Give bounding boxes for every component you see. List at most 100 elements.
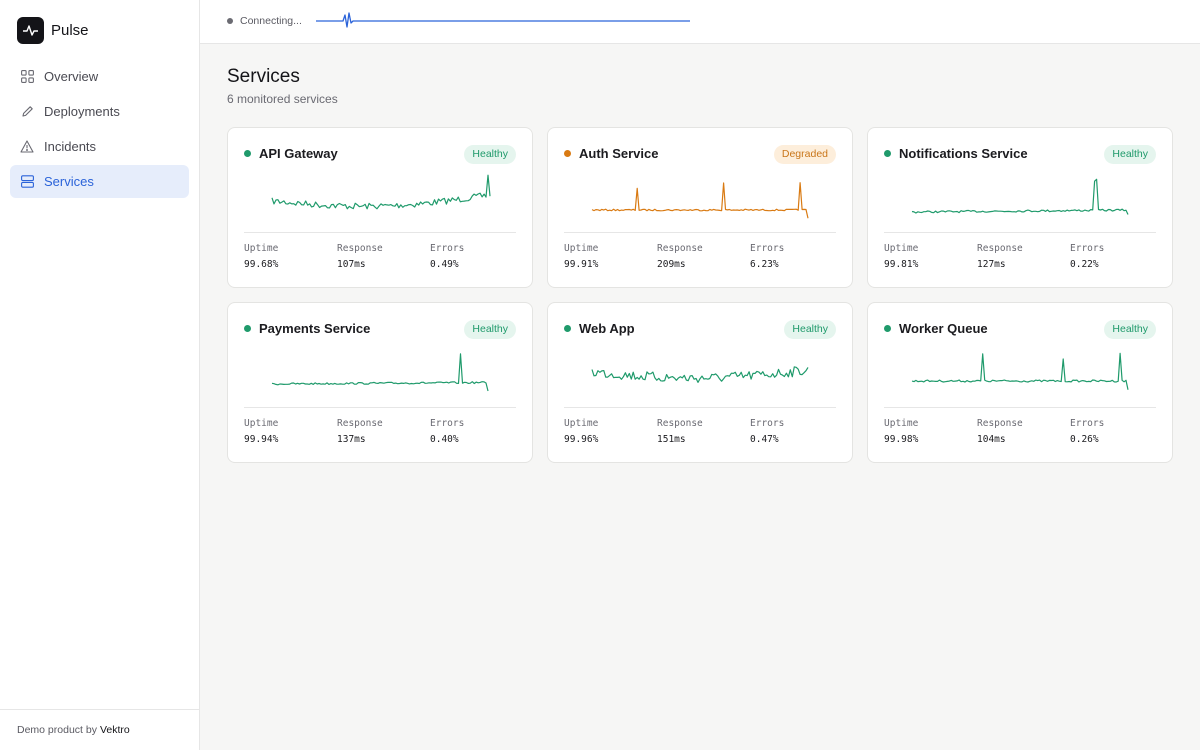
metric-label: Uptime — [564, 418, 599, 429]
metric-value-uptime: 99.98% — [884, 434, 919, 445]
response-sparkline — [911, 352, 1129, 390]
metric-label: Uptime — [884, 243, 919, 254]
page-title: Services — [227, 66, 300, 87]
metric-label: Response — [977, 418, 1023, 429]
pulse-logo-icon — [17, 17, 44, 44]
metric-value-uptime: 99.68% — [244, 259, 279, 270]
sidebar-item-overview[interactable]: Overview — [10, 60, 189, 93]
sidebar-footer: Demo product by Vektro — [0, 709, 199, 750]
card-divider — [564, 232, 836, 233]
metric-uptime: Uptime 99.94% — [244, 418, 278, 445]
card-header: API Gateway — [244, 146, 338, 161]
connection-dot-icon — [227, 18, 233, 24]
metric-value-response: 209ms — [657, 259, 686, 270]
sidebar-item-incidents[interactable]: Incidents — [10, 130, 189, 163]
service-card-worker-queue[interactable]: Worker Queue Healthy Uptime 99.98% Response 1… — [867, 302, 1173, 463]
connection-status-text: Connecting... — [240, 15, 302, 27]
metric-label: Errors — [1070, 243, 1105, 254]
card-divider — [244, 407, 516, 408]
metric-value-response: 107ms — [337, 259, 366, 270]
metric-value-uptime: 99.81% — [884, 259, 919, 270]
metric-errors: Errors 0.22% — [1070, 243, 1104, 270]
service-name: Auth Service — [579, 146, 659, 161]
metric-errors: Errors 0.49% — [430, 243, 464, 270]
response-sparkline — [591, 182, 809, 219]
metric-label: Errors — [430, 418, 465, 429]
card-header: Worker Queue — [884, 321, 988, 336]
metric-uptime: Uptime 99.91% — [564, 243, 598, 270]
metric-label: Uptime — [564, 243, 599, 254]
service-card-payments-service[interactable]: Payments Service Healthy Uptime 99.94% Respo… — [227, 302, 533, 463]
response-sparkline — [911, 178, 1129, 215]
metric-uptime: Uptime 99.68% — [244, 243, 278, 270]
service-name: Payments Service — [259, 321, 371, 336]
response-sparkline — [271, 353, 489, 392]
metric-label: Uptime — [244, 418, 279, 429]
footer-text: Demo product by — [17, 724, 97, 736]
metric-label: Errors — [430, 243, 465, 254]
metric-uptime: Uptime 99.98% — [884, 418, 918, 445]
service-name: Notifications Service — [899, 146, 1028, 161]
card-header: Auth Service — [564, 146, 658, 161]
metric-value-errors: 0.40% — [430, 434, 459, 445]
metric-errors: Errors 0.40% — [430, 418, 464, 445]
service-card-auth-service[interactable]: Auth Service Degraded Uptime 99.91% Response… — [547, 127, 853, 288]
service-name: API Gateway — [259, 146, 338, 161]
metric-value-errors: 6.23% — [750, 259, 779, 270]
service-name: Worker Queue — [899, 321, 988, 336]
metric-response: Response 104ms — [977, 418, 1023, 445]
card-divider — [884, 232, 1156, 233]
topbar: Connecting... — [200, 0, 1200, 44]
metric-value-response: 104ms — [977, 434, 1006, 445]
metric-label: Response — [657, 243, 703, 254]
metric-label: Uptime — [884, 418, 919, 429]
app-name: Pulse — [51, 22, 89, 39]
status-badge: Healthy — [784, 320, 836, 339]
metric-value-uptime: 99.91% — [564, 259, 599, 270]
sidebar-item-label: Incidents — [44, 139, 97, 154]
sidebar: Pulse Overview Deployments Incidents Ser… — [0, 0, 200, 750]
response-sparkline — [271, 174, 491, 210]
metric-label: Response — [657, 418, 703, 429]
service-card-api-gateway[interactable]: API Gateway Healthy Uptime 99.68% Response 10… — [227, 127, 533, 288]
card-divider — [564, 407, 836, 408]
card-header: Notifications Service — [884, 146, 1028, 161]
metric-label: Response — [977, 243, 1023, 254]
metric-label: Response — [337, 243, 383, 254]
metric-label: Response — [337, 418, 383, 429]
status-badge: Healthy — [464, 145, 516, 164]
metric-value-errors: 0.26% — [1070, 434, 1099, 445]
metric-errors: Errors 0.26% — [1070, 418, 1104, 445]
metric-value-response: 151ms — [657, 434, 686, 445]
status-dot-icon — [244, 325, 251, 332]
sidebar-item-label: Services — [44, 174, 94, 189]
service-card-web-app[interactable]: Web App Healthy Uptime 99.96% Response 151ms E… — [547, 302, 853, 463]
warning-icon — [20, 140, 34, 154]
metric-label: Errors — [750, 418, 785, 429]
status-dot-icon — [564, 325, 571, 332]
sidebar-item-deployments[interactable]: Deployments — [10, 95, 189, 128]
sidebar-item-services[interactable]: Services — [10, 165, 189, 198]
server-icon — [20, 175, 34, 189]
service-name: Web App — [579, 321, 635, 336]
metric-value-uptime: 99.96% — [564, 434, 599, 445]
brand[interactable]: Pulse — [17, 17, 89, 44]
metric-label: Errors — [750, 243, 785, 254]
connection-status: Connecting... — [227, 15, 302, 27]
metric-value-errors: 0.22% — [1070, 259, 1099, 270]
metric-response: Response 127ms — [977, 243, 1023, 270]
footer-brand-link[interactable]: Vektro — [99, 724, 130, 736]
status-badge: Healthy — [1104, 320, 1156, 339]
grid-icon — [20, 70, 34, 84]
metric-uptime: Uptime 99.96% — [564, 418, 598, 445]
metric-label: Errors — [1070, 418, 1105, 429]
connection-pulse-icon — [316, 12, 690, 28]
metric-errors: Errors 0.47% — [750, 418, 784, 445]
status-badge: Healthy — [464, 320, 516, 339]
metric-value-response: 127ms — [977, 259, 1006, 270]
card-header: Web App — [564, 321, 635, 336]
pencil-icon — [20, 105, 34, 119]
service-card-notifications-service[interactable]: Notifications Service Healthy Uptime 99.81%… — [867, 127, 1173, 288]
status-dot-icon — [884, 150, 891, 157]
metric-value-errors: 0.49% — [430, 259, 459, 270]
